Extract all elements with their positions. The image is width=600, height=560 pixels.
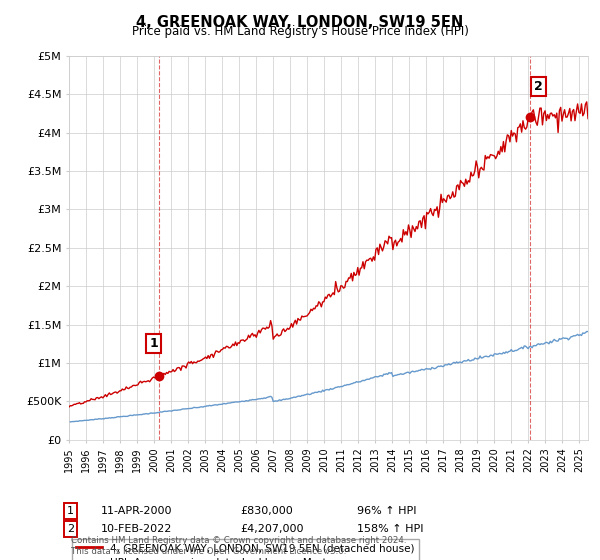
Text: 2: 2 [67, 524, 74, 534]
Text: 1: 1 [149, 337, 158, 350]
Text: 4, GREENOAK WAY, LONDON, SW19 5EN: 4, GREENOAK WAY, LONDON, SW19 5EN [136, 15, 464, 30]
Text: Contains HM Land Registry data © Crown copyright and database right 2024.
This d: Contains HM Land Registry data © Crown c… [71, 536, 406, 556]
Text: 1: 1 [67, 506, 74, 516]
Text: £830,000: £830,000 [240, 506, 293, 516]
Text: £4,207,000: £4,207,000 [240, 524, 304, 534]
Text: 96% ↑ HPI: 96% ↑ HPI [357, 506, 416, 516]
Text: 158% ↑ HPI: 158% ↑ HPI [357, 524, 424, 534]
Text: Price paid vs. HM Land Registry's House Price Index (HPI): Price paid vs. HM Land Registry's House … [131, 25, 469, 38]
Text: 2: 2 [535, 80, 543, 92]
Text: 10-FEB-2022: 10-FEB-2022 [101, 524, 172, 534]
Legend: 4, GREENOAK WAY, LONDON, SW19 5EN (detached house), HPI: Average price, detached: 4, GREENOAK WAY, LONDON, SW19 5EN (detac… [71, 539, 419, 560]
Text: 11-APR-2000: 11-APR-2000 [101, 506, 172, 516]
